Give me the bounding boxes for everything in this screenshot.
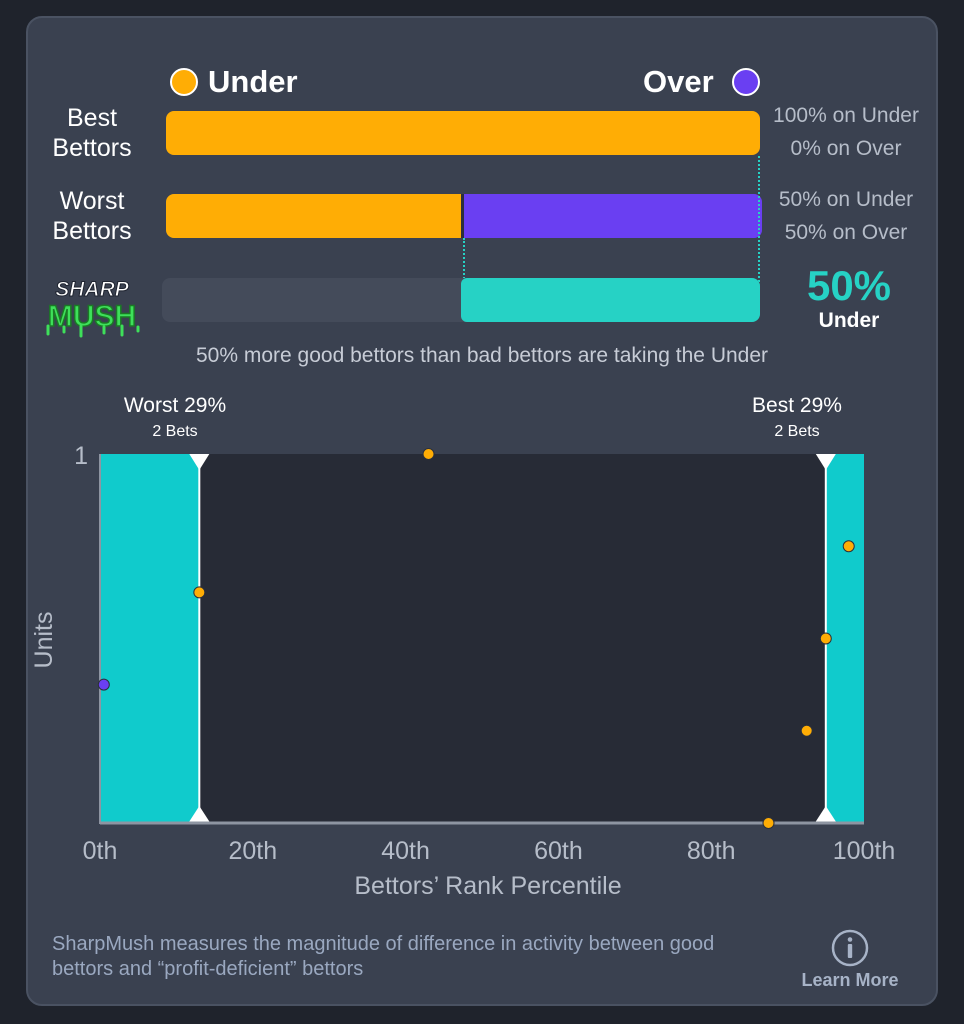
data-point-over <box>97 678 110 691</box>
best-divider-dotted-line <box>758 156 760 286</box>
info-icon[interactable] <box>830 928 870 968</box>
x-tick-label: 60th <box>534 837 583 865</box>
over-legend-label: Over <box>643 64 714 99</box>
data-point-under <box>193 586 206 599</box>
marker-top-triangle-1 <box>815 454 836 470</box>
best-under-fill <box>166 111 760 155</box>
sharpmush-side: Under <box>818 309 880 332</box>
x-tick-label: 0th <box>83 837 118 865</box>
percentile-scatter-chart: 1 0th 20th 40th 60th 80th 100th Units Bettors… <box>30 442 896 900</box>
worst-under-fill <box>166 194 464 238</box>
data-point-under <box>842 540 855 553</box>
best-bettors-under-pct: 100% on Under <box>773 104 919 127</box>
worst-divider-dotted-line <box>463 238 465 286</box>
best-bettors-over-pct: 0% on Over <box>790 137 902 160</box>
data-point-under <box>800 724 813 737</box>
worst-marker-sub: 2 Bets <box>152 423 198 440</box>
best-marker-title: Best 29% <box>752 394 842 417</box>
sharpmush-fill <box>461 278 760 322</box>
highlight-zone-1 <box>825 454 864 823</box>
x-axis-label: Bettors’ Rank Percentile <box>354 872 621 900</box>
under-legend-label: Under <box>208 64 298 99</box>
sharpmush-logo: SHARP MUSH <box>46 278 140 338</box>
summary-text: 50% more good bettors than bad bettors a… <box>195 344 769 367</box>
x-tick-label: 40th <box>381 837 430 865</box>
worst-bettors-bar <box>166 194 762 238</box>
marker-top-triangle-0 <box>189 454 210 470</box>
data-point-under <box>819 632 832 645</box>
best-bettors-label: Best Bettors <box>52 104 132 162</box>
marker-bottom-triangle-0 <box>188 806 211 823</box>
plot-area <box>100 454 864 823</box>
x-tick-label: 80th <box>687 837 736 865</box>
highlight-zone-0 <box>100 454 200 823</box>
learn-more-link[interactable]: Learn More <box>801 970 899 990</box>
y-axis-label: Units <box>30 612 58 669</box>
x-tick-label: 20th <box>228 837 277 865</box>
sharpmush-bar <box>162 278 760 322</box>
x-tick-label: 100th <box>833 837 896 865</box>
sharpmush-value: 50% <box>806 262 892 309</box>
worst-over-fill <box>461 194 762 238</box>
best-marker-sub: 2 Bets <box>774 423 820 440</box>
worst-marker-title: Worst 29% <box>123 394 227 417</box>
footer-description: SharpMush measures the magnitude of diff… <box>52 933 715 980</box>
y-tick-max: 1 <box>74 442 88 470</box>
worst-bettors-under-pct: 50% on Under <box>778 188 914 211</box>
worst-bettors-over-pct: 50% on Over <box>784 221 908 244</box>
svg-text:SHARP: SHARP <box>55 278 130 301</box>
marker-bottom-triangle-1 <box>814 806 837 823</box>
data-point-under <box>762 817 775 829</box>
worst-bettors-label: Worst Bettors <box>52 187 132 245</box>
under-legend-dot <box>170 68 198 96</box>
over-legend-dot <box>732 68 760 96</box>
best-bettors-bar <box>166 111 760 155</box>
data-point-under <box>422 448 435 460</box>
